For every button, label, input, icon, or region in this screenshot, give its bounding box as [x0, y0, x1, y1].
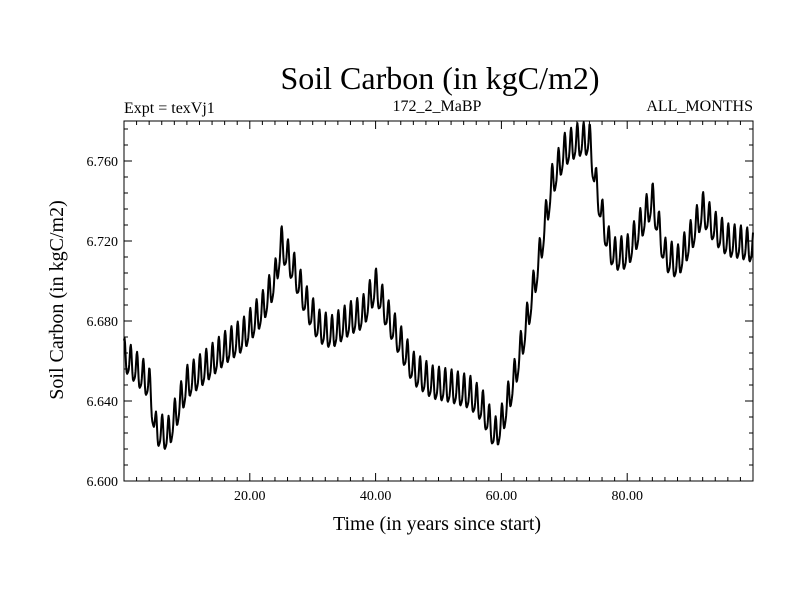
x-tick-label: 20.00 — [234, 489, 266, 504]
y-tick-label: 6.720 — [87, 235, 119, 250]
x-tick-label: 80.00 — [611, 489, 643, 504]
plot-area — [123, 121, 754, 450]
x-axis-label: Time (in years since start) — [333, 513, 541, 535]
chart-title: Soil Carbon (in kgC/m2) — [280, 60, 599, 96]
x-tick-label: 40.00 — [360, 489, 392, 504]
y-tick-label: 6.760 — [87, 155, 119, 170]
x-tick-label: 60.00 — [486, 489, 518, 504]
y-tick-label: 6.600 — [87, 475, 119, 490]
subtitle-center: 172_2_MaBP — [393, 98, 482, 115]
y-axis-label: Soil Carbon (in kgC/m2) — [46, 200, 68, 399]
plot-frame — [123, 120, 754, 482]
subtitle-left: Expt = texVj1 — [124, 100, 215, 117]
series-line-0 — [123, 121, 754, 450]
axes: 20.00 40.00 60.00 80.00 6.600 6.640 6.680 6.720… — [87, 120, 754, 504]
y-tick-label: 6.640 — [87, 395, 119, 410]
subtitle-right: ALL_MONTHS — [646, 98, 753, 115]
y-tick-label: 6.680 — [87, 315, 119, 330]
